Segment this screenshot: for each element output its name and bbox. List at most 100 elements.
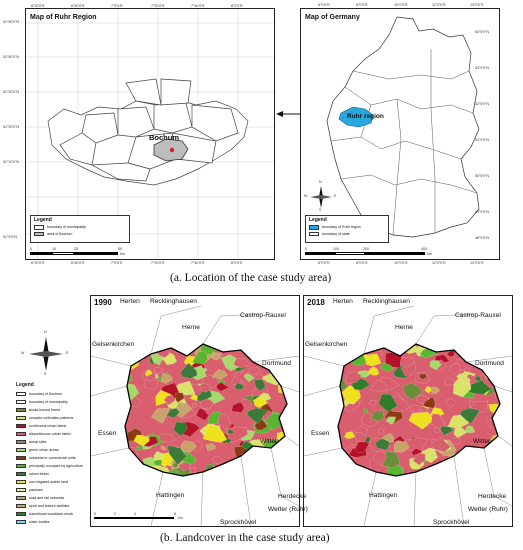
left-map-bottom-tick-4: 7°20'0"E xyxy=(151,261,165,265)
legend-label: dump sites xyxy=(29,440,47,444)
legend-swatch xyxy=(16,463,26,469)
landcover-legend-row: green urban areas xyxy=(16,446,90,454)
landcover-1990-graphic xyxy=(91,305,299,526)
ruhr-region-map: Map of Ruhr Region xyxy=(25,4,275,265)
legend-label: area of Bochum xyxy=(47,231,73,236)
city-essen-1990: Essen xyxy=(98,430,117,437)
legend-swatch xyxy=(16,511,26,517)
scale-label: 4 xyxy=(134,512,136,516)
landcover-legend-row: broad-leaved forest xyxy=(16,406,90,414)
scale-unit: km xyxy=(427,252,432,256)
left-map-top-tick-6: 8°0'0"E xyxy=(231,4,243,8)
city-recklinghausen-2018: Recklinghausen xyxy=(363,298,410,305)
legend-label: road and rail networks xyxy=(29,496,65,500)
legend-swatch xyxy=(16,431,26,437)
left-map-bottom-tick-5: 7°40'0"E xyxy=(191,261,205,265)
landcover-legend-row: mixed forest xyxy=(16,470,90,478)
legend-label: principally occupied by agriculture xyxy=(29,464,83,468)
landcover-legend-row: principally occupied by agriculture xyxy=(16,462,90,470)
city-hattingen-1990: Hattingen xyxy=(156,492,185,499)
germany-top-tick: 6°0'0"E xyxy=(318,3,330,7)
legend-swatch xyxy=(16,479,26,485)
landcover-legend-row: boundary of municipality xyxy=(16,398,90,406)
legend-label: pastures xyxy=(29,488,43,492)
city-herne-1990: Herne xyxy=(182,324,200,331)
scale-label: 0 xyxy=(305,247,307,251)
city-recklinghausen-1990: Recklinghausen xyxy=(150,298,197,305)
compass-w: W xyxy=(304,194,308,198)
city-castrop-1990: Castrop-Rauxel xyxy=(240,312,286,319)
germany-bottom-tick: 8°0'0"E xyxy=(356,261,368,265)
compass-s: S xyxy=(44,372,47,376)
scale-label: 10 xyxy=(52,247,56,251)
ruhr-region-label: Ruhr region xyxy=(347,113,384,120)
left-map-bottom-tick-3: 7°0'0"E xyxy=(111,261,123,265)
legend-label: industrial or commercial units xyxy=(29,456,76,460)
legend-label: boundary of Bochum xyxy=(29,392,63,396)
legend-label: continuous urban fabric xyxy=(29,424,67,428)
germany-top-tick: 10°0'0"E xyxy=(394,3,408,7)
left-map-bottom-tick-2: 6°40'0"E xyxy=(71,261,85,265)
city-dortmund-2018: Dortmund xyxy=(475,360,504,367)
right-map-lat-tick: 48°0'0"N xyxy=(475,236,489,240)
left-map-lat-tick: 51°10'0"N xyxy=(3,160,19,164)
landcover-legend-row: industrial or commercial units xyxy=(16,454,90,462)
city-witten-1990: Witten xyxy=(260,438,279,445)
ruhr-map-graphic xyxy=(26,9,274,259)
landcover-legend-row: complex cultivation patterns xyxy=(16,414,90,422)
landcover-legend-row: road and rail networks xyxy=(16,494,90,502)
legend-label: sport and leisure facilities xyxy=(29,504,70,508)
landcover-legend-row: water bodies xyxy=(16,518,90,526)
legend-swatch xyxy=(309,225,319,230)
right-map-lat-tick: 53°0'0"N xyxy=(475,66,489,70)
year-label-1990: 1990 xyxy=(94,298,112,307)
ruhr-legend-title: Legend xyxy=(34,217,52,223)
legend-label: transitional woodland-shrub xyxy=(29,512,73,516)
legend-label: non-irrigated arable land xyxy=(29,480,68,484)
legend-swatch xyxy=(16,487,26,493)
compass-e: E xyxy=(334,194,337,198)
germany-top-tick: 8°0'0"E xyxy=(356,3,368,7)
left-map-top-tick-3: 7°0'0"E xyxy=(111,4,123,8)
ruhr-map-scalebar: 0 10 20 40 km xyxy=(30,247,140,259)
caption-b: (b. Landcover in the case study area) xyxy=(160,532,330,544)
bochum-label: Bochum xyxy=(149,133,179,142)
scale-label: 100 xyxy=(333,247,339,251)
city-sprockhoevel-1990: Sprockhövel xyxy=(220,519,257,526)
city-herne-2018: Herne xyxy=(395,324,413,331)
legend-swatch xyxy=(16,407,26,413)
ruhr-map-title: Map of Ruhr Region xyxy=(30,14,97,21)
germany-bottom-tick: 10°0'0"E xyxy=(394,261,408,265)
scale-label: 0 xyxy=(30,247,32,251)
legend-label: broad-leaved forest xyxy=(29,408,60,412)
legend-swatch xyxy=(16,423,26,429)
landcover-legend-row: dump sites xyxy=(16,438,90,446)
legend-swatch xyxy=(16,399,26,405)
city-sprockhoevel-2018: Sprockhövel xyxy=(433,519,470,526)
landcover-compass-icon xyxy=(29,337,63,371)
landcover-legend-row: continuous urban fabric xyxy=(16,422,90,430)
left-map-top-tick-2: 6°40'0"E xyxy=(71,4,85,8)
legend-swatch xyxy=(16,495,26,501)
legend-label: mixed forest xyxy=(29,472,49,476)
legend-swatch xyxy=(34,231,44,236)
landcover-legend-row: boundary of Bochum xyxy=(16,390,90,398)
germany-legend-row-ruhr: boundary of Ruhr region xyxy=(309,224,388,231)
scale-label: 0 xyxy=(94,512,96,516)
landcover-legend-row: discontinuous urban fabric xyxy=(16,430,90,438)
legend-swatch xyxy=(16,455,26,461)
legend-swatch xyxy=(34,225,44,230)
landcover-legend-row: transitional woodland-shrub xyxy=(16,510,90,518)
right-map-lat-tick: 52°0'0"N xyxy=(475,102,489,106)
landcover-legend-row: pastures xyxy=(16,486,90,494)
ruhr-legend-row-municipality: boundary of municipality xyxy=(34,224,129,231)
left-map-bottom-tick-1: 6°20'0"E xyxy=(31,261,45,265)
right-map-lat-tick: 49°0'0"N xyxy=(475,210,489,214)
scale-label: 200 xyxy=(363,247,369,251)
legend-swatch xyxy=(16,439,26,445)
compass-s: S xyxy=(319,208,322,212)
city-essen-2018: Essen xyxy=(311,430,330,437)
compass-e: E xyxy=(66,351,69,355)
germany-top-tick: 14°0'0"E xyxy=(470,3,484,7)
right-map-lat-tick: 54°0'0"N xyxy=(475,30,489,34)
